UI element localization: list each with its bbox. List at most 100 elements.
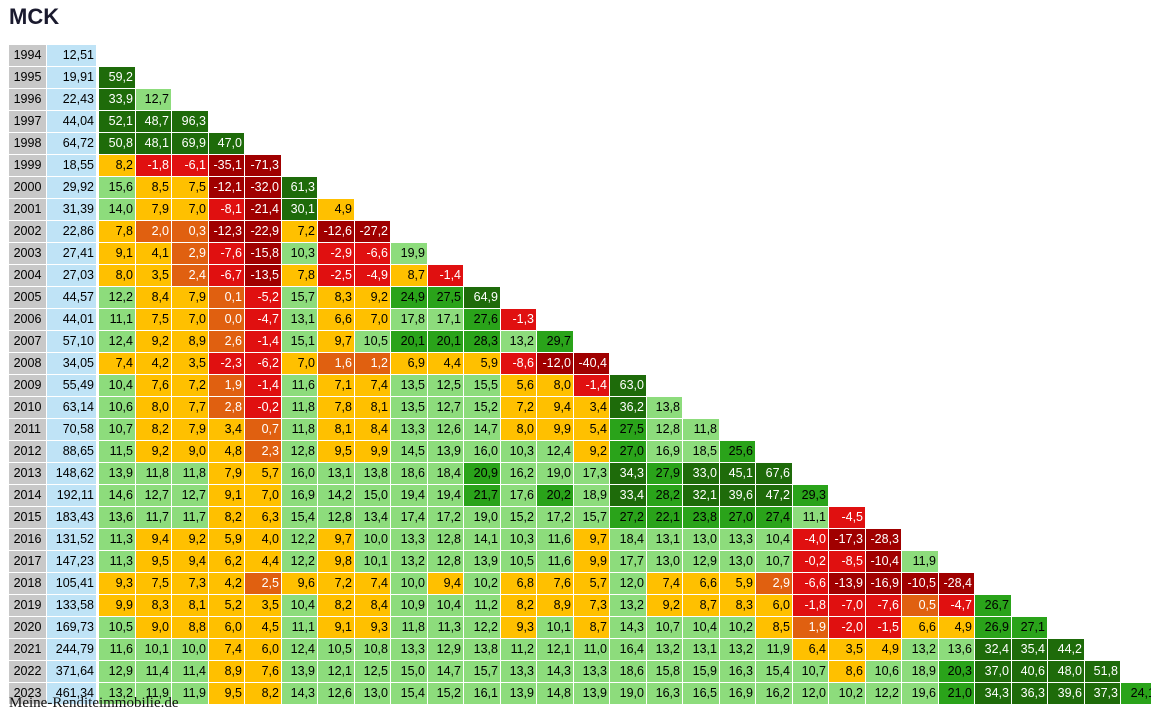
return-cell: 10,3	[501, 441, 536, 462]
return-cell: 13,5	[391, 375, 427, 396]
return-cell: 5,7	[245, 463, 281, 484]
year-label: 2004	[9, 265, 46, 286]
return-cell: 10,2	[464, 573, 500, 594]
return-cell: 2,4	[172, 265, 208, 286]
return-cell: 8,8	[172, 617, 208, 638]
return-cell: 15,0	[355, 485, 390, 506]
return-cell: 13,8	[355, 463, 390, 484]
return-cell: 40,6	[1012, 661, 1047, 682]
return-cell: 8,9	[537, 595, 573, 616]
price-cell: 19,91	[47, 67, 96, 88]
return-cell: 17,3	[574, 463, 609, 484]
chart-title: MCK	[9, 4, 60, 29]
return-cell: 11,8	[391, 617, 427, 638]
return-cell: 9,5	[318, 441, 354, 462]
return-cell: 29,7	[537, 331, 573, 352]
return-cell: 9,9	[355, 441, 390, 462]
return-cell: 11,8	[683, 419, 719, 440]
return-cell: -1,4	[574, 375, 609, 396]
return-cell: 10,6	[99, 397, 135, 418]
return-cell: 13,9	[99, 463, 135, 484]
return-cell: 8,4	[355, 419, 390, 440]
return-cell: 15,0	[391, 661, 427, 682]
return-cell: 2,9	[172, 243, 208, 264]
return-cell: 64,9	[464, 287, 500, 308]
return-cell: 9,3	[355, 617, 390, 638]
price-cell: 169,73	[47, 617, 96, 638]
return-cell: 12,7	[172, 485, 208, 506]
return-cell: -6,6	[355, 243, 390, 264]
price-cell: 22,86	[47, 221, 96, 242]
return-cell: -6,1	[172, 155, 208, 176]
return-cell: -8,6	[501, 353, 536, 374]
return-cell: 13,9	[282, 661, 317, 682]
year-label: 2005	[9, 287, 46, 308]
return-cell: 9,4	[428, 573, 463, 594]
return-cell: -28,4	[939, 573, 974, 594]
return-cell: 96,3	[172, 111, 208, 132]
price-cell: 44,01	[47, 309, 96, 330]
return-cell: 27,2	[610, 507, 646, 528]
return-cell: 25,6	[720, 441, 755, 462]
return-cell: 2,6	[209, 331, 244, 352]
return-cell: 10,0	[391, 573, 427, 594]
return-cell: 13,3	[391, 639, 427, 660]
return-cell: 15,7	[282, 287, 317, 308]
return-cell: 13,5	[391, 397, 427, 418]
return-cell: -10,4	[866, 551, 901, 572]
return-cell: 7,3	[574, 595, 609, 616]
return-cell: -7,6	[866, 595, 901, 616]
return-cell: -22,9	[245, 221, 281, 242]
return-cell: 8,0	[136, 397, 171, 418]
return-cell: 9,2	[647, 595, 682, 616]
return-cell: 10,2	[720, 617, 755, 638]
return-cell: 9,7	[318, 529, 354, 550]
return-cell: 6,8	[501, 573, 536, 594]
return-cell: 4,9	[318, 199, 354, 220]
return-cell: 29,3	[793, 485, 828, 506]
return-cell: 7,4	[355, 375, 390, 396]
return-cell: 11,1	[282, 617, 317, 638]
return-cell: 48,0	[1048, 661, 1084, 682]
return-cell: 13,2	[647, 639, 682, 660]
return-cell: 18,9	[902, 661, 938, 682]
return-cell: 9,4	[537, 397, 573, 418]
return-cell: 7,0	[172, 199, 208, 220]
return-cell: 12,0	[610, 573, 646, 594]
return-cell: -1,8	[793, 595, 828, 616]
return-cell: 9,2	[172, 529, 208, 550]
return-cell: 13,3	[391, 419, 427, 440]
return-cell: 12,8	[428, 551, 463, 572]
return-cell: 9,1	[209, 485, 244, 506]
return-cell: 8,2	[209, 507, 244, 528]
return-cell: 12,2	[282, 529, 317, 550]
return-cell: -7,6	[209, 243, 244, 264]
return-cell: 18,5	[683, 441, 719, 462]
return-cell: 28,3	[464, 331, 500, 352]
return-cell: -15,8	[245, 243, 281, 264]
return-cell: -1,5	[866, 617, 901, 638]
return-cell: 13,2	[501, 331, 536, 352]
return-cell: 7,5	[136, 309, 171, 330]
return-cell: 14,0	[99, 199, 135, 220]
price-cell: 105,41	[47, 573, 96, 594]
return-cell: 15,9	[683, 661, 719, 682]
return-cell: 45,1	[720, 463, 755, 484]
return-cell: 20,2	[537, 485, 573, 506]
return-cell: 16,9	[720, 683, 755, 704]
price-cell: 27,03	[47, 265, 96, 286]
return-cell: 7,9	[172, 419, 208, 440]
return-cell: 5,9	[720, 573, 755, 594]
return-cell: 3,4	[574, 397, 609, 418]
return-cell: 16,9	[647, 441, 682, 462]
return-cell: 63,0	[610, 375, 646, 396]
return-cell: 10,5	[99, 617, 135, 638]
year-label: 2015	[9, 507, 46, 528]
return-cell: 10,4	[428, 595, 463, 616]
return-cell: 11,9	[756, 639, 792, 660]
return-cell: 32,1	[683, 485, 719, 506]
return-cell: 9,2	[136, 331, 171, 352]
return-cell: 13,2	[99, 683, 135, 704]
return-cell: 17,2	[537, 507, 573, 528]
return-cell: 13,1	[318, 463, 354, 484]
